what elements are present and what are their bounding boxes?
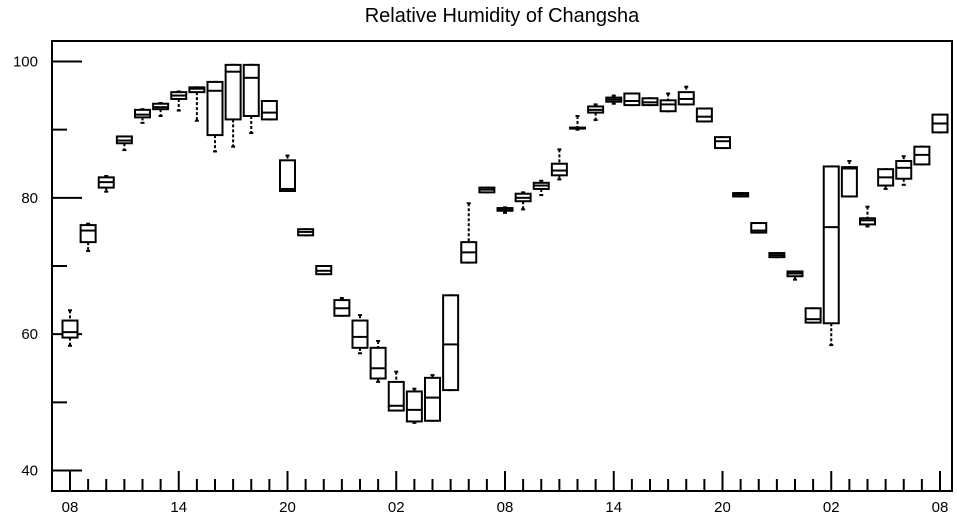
box-step-3 [115,135,133,152]
box-step-30 [605,94,623,105]
box-step-22 [460,202,478,264]
box-iqr [659,99,677,113]
box-iqr [623,92,641,107]
box-step-36 [714,136,731,150]
box-iqr [895,160,913,180]
box-step-32 [641,97,659,107]
box-step-12 [279,154,296,192]
y-tick-label: 80 [21,190,38,207]
box-iqr [206,80,224,137]
x-tick-label: 02 [388,499,405,516]
box-step-0 [61,309,79,347]
box-iqr [79,224,97,244]
box-iqr [351,319,369,349]
box-step-19 [405,387,423,424]
box-step-10 [242,63,260,135]
box-step-37 [732,192,750,198]
box-iqr [242,63,260,118]
box-step-46 [895,155,913,186]
box-step-5 [152,102,170,117]
box-step-48 [931,113,949,134]
box-step-6 [170,90,188,112]
box-step-2 [97,175,115,193]
box-iqr [804,307,822,324]
plot-frame [51,40,953,492]
box-iqr [714,136,731,150]
y-tick-label: 60 [21,326,38,343]
box-iqr [424,376,441,422]
box-iqr [279,159,296,192]
box-iqr [405,390,423,423]
x-tick-label: 08 [497,499,514,516]
box-step-26 [532,179,550,197]
box-iqr [859,217,876,226]
box-step-25 [514,191,532,211]
box-step-13 [297,228,315,237]
box-step-15 [333,297,351,317]
box-step-9 [224,63,242,148]
box-step-34 [677,85,695,106]
box-iqr [387,380,405,412]
box-step-28 [569,115,586,131]
box-step-42 [822,165,840,347]
x-tick-label: 20 [279,499,296,516]
box-step-8 [206,80,224,153]
box-step-45 [877,168,895,190]
box-step-21 [442,294,460,392]
box-step-4 [134,108,151,124]
box-step-38 [750,222,768,234]
box-step-43 [840,160,858,198]
box-step-17 [369,340,387,383]
x-tick-label: 20 [714,499,731,516]
box-step-40 [786,270,804,281]
box-iqr [840,166,858,198]
box-step-33 [659,92,677,113]
box-step-1 [79,222,97,252]
box-iqr [695,107,713,123]
box-step-11 [260,100,278,121]
box-iqr [822,165,840,325]
box-iqr [224,63,242,121]
box-step-24 [496,206,514,214]
box-step-31 [623,92,641,107]
y-axis: 40 60 80 100 [13,53,82,480]
box-step-44 [859,205,876,228]
y-tick-label: 100 [13,53,38,70]
box-step-16 [351,314,369,355]
x-tick-label: 14 [605,499,622,516]
y-tick-label: 40 [21,463,38,480]
box-iqr [188,86,206,94]
chart-title: Relative Humidity of Changsha [365,5,640,27]
box-step-29 [587,103,605,122]
x-tick-label: 08 [932,499,949,516]
box-step-27 [550,148,568,181]
box-step-14 [315,265,333,276]
box-step-41 [804,307,822,324]
x-tick-label: 08 [62,499,79,516]
box-step-35 [695,107,713,123]
box-iqr [750,222,768,234]
box-iqr [369,346,387,380]
box-step-47 [913,145,931,166]
x-axis: 08 14 20 02 08 14 20 02 08 [62,471,949,516]
box-step-18 [387,370,405,412]
box-iqr [260,100,278,121]
box-series [61,63,949,424]
box-iqr [550,162,568,177]
x-tick-label: 02 [823,499,840,516]
box-iqr [442,294,460,392]
box-iqr [61,319,79,339]
x-tick-label: 14 [170,499,187,516]
box-step-7 [188,86,206,122]
box-step-23 [478,186,496,194]
box-step-39 [768,252,786,259]
box-iqr [134,108,151,119]
box-step-20 [424,374,441,422]
